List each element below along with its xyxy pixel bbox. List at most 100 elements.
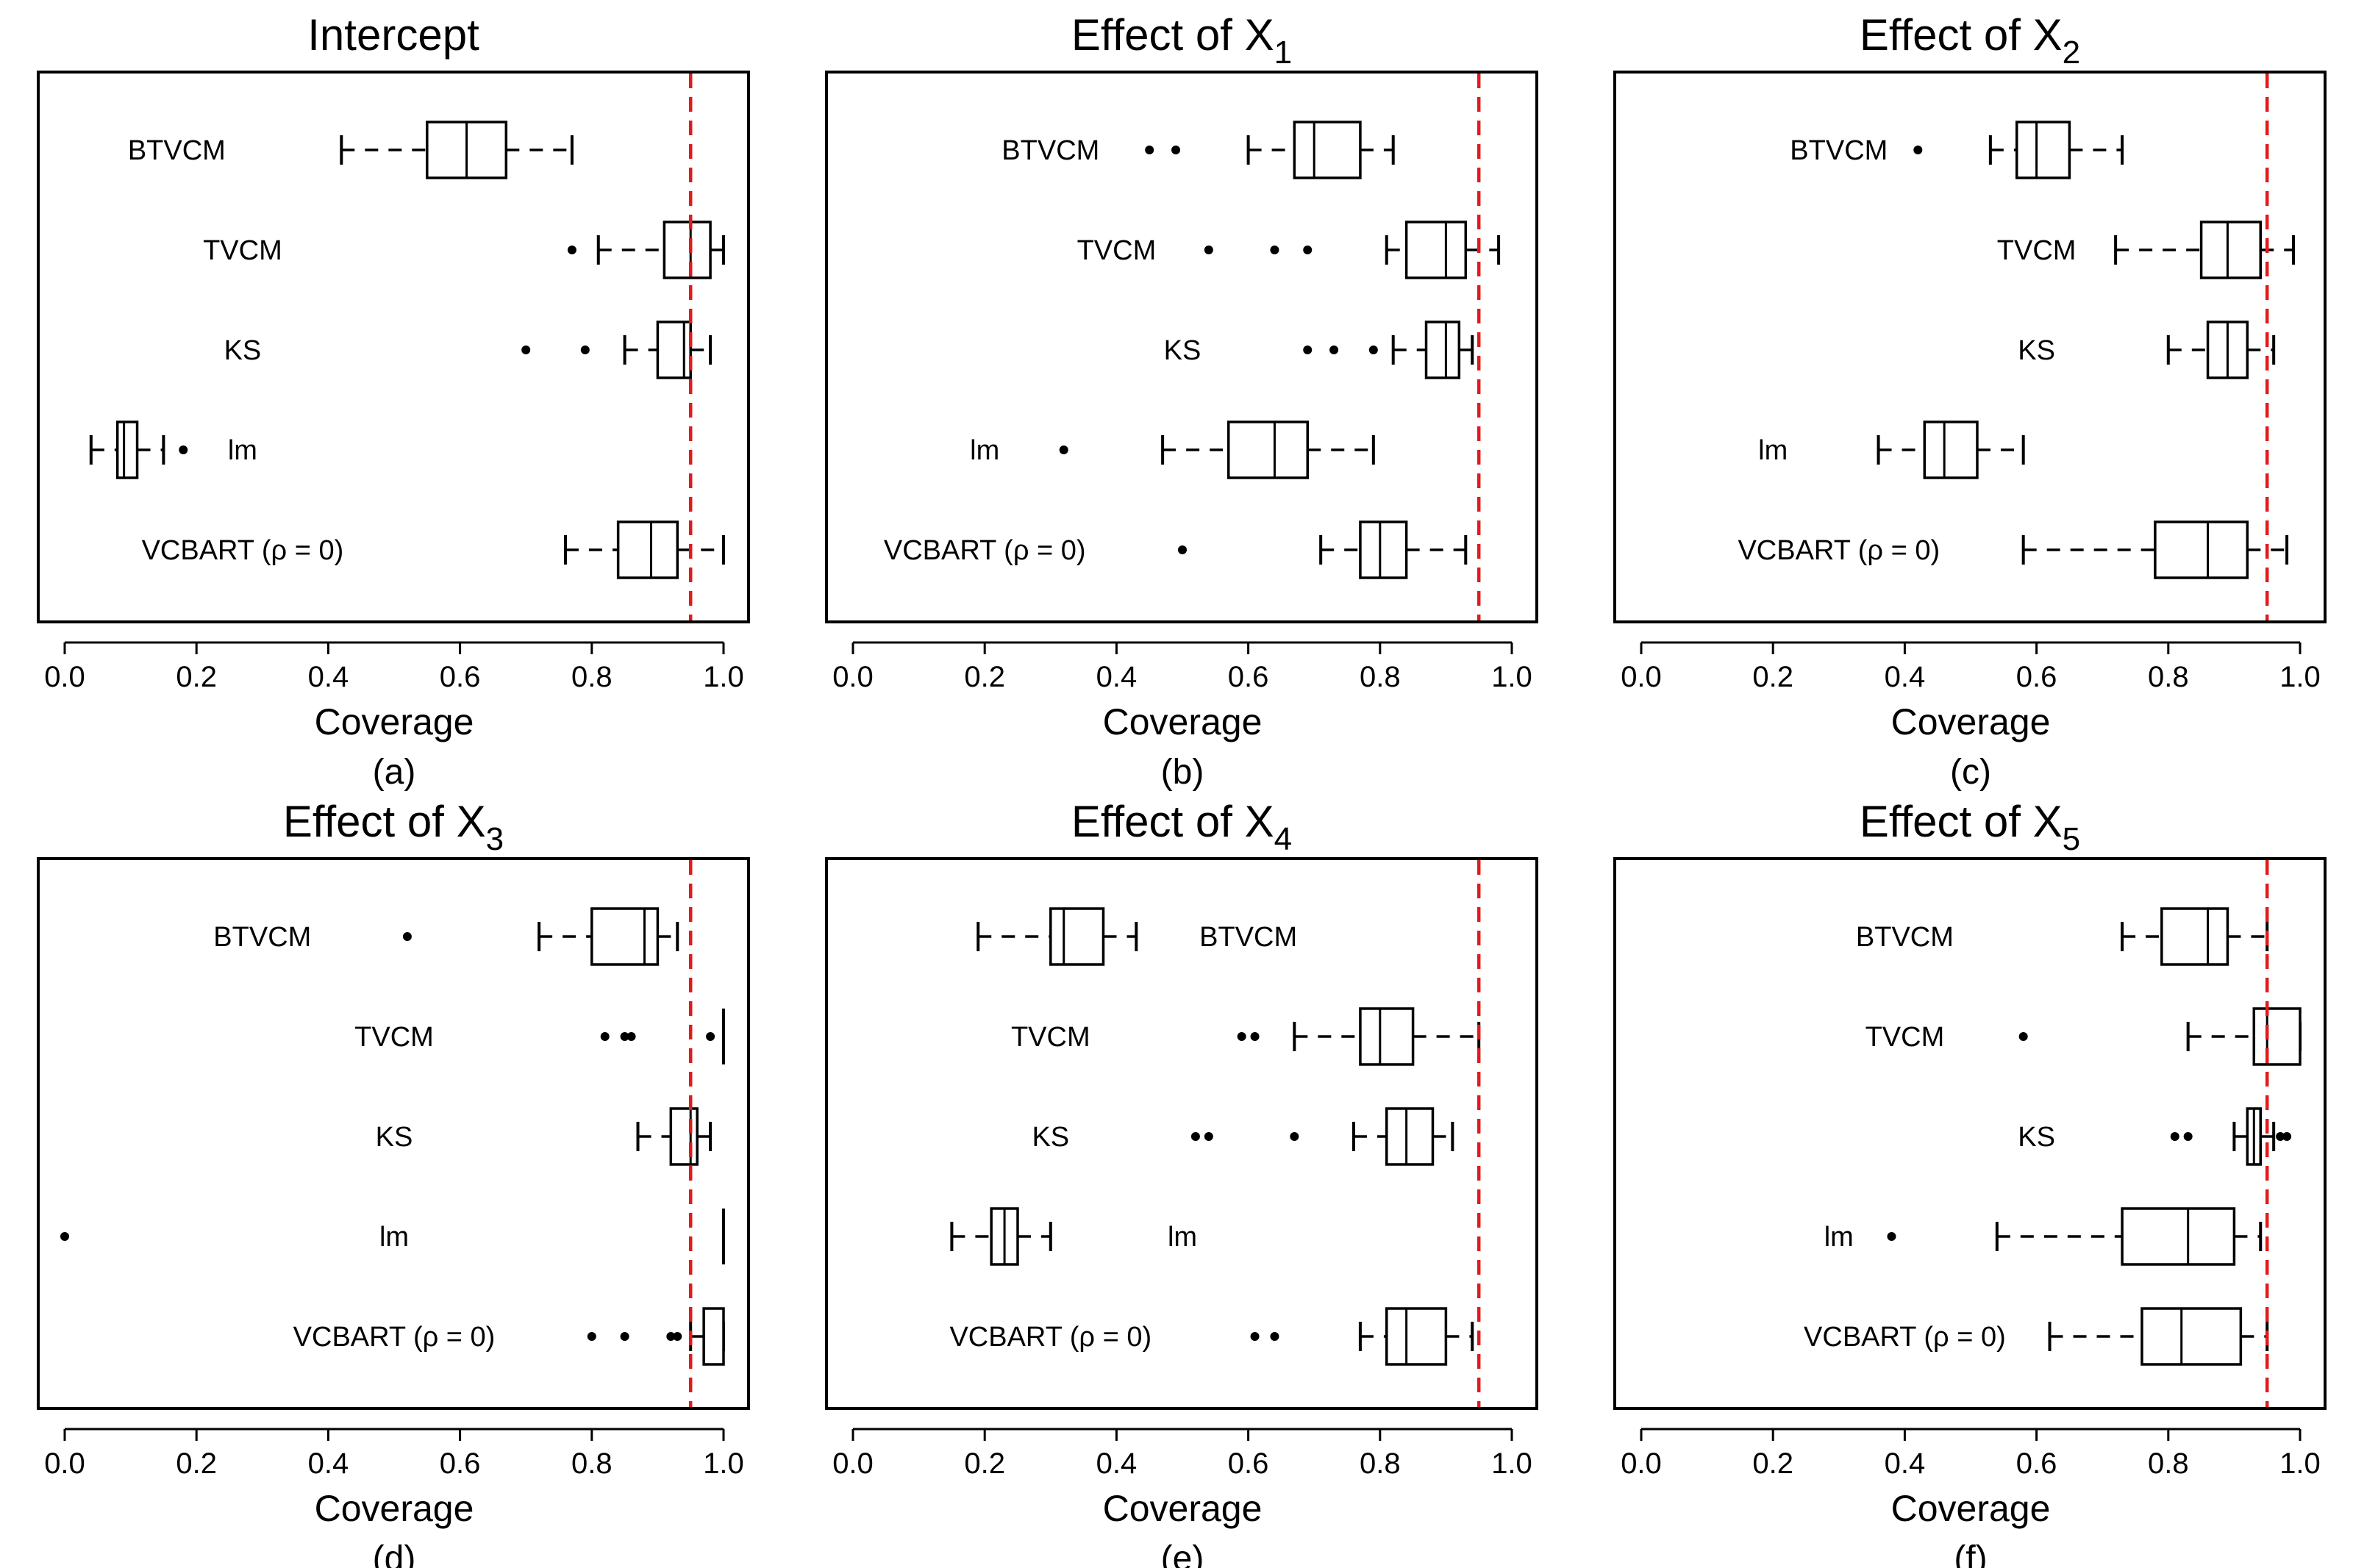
x-axis-label: Coverage — [1103, 1488, 1263, 1529]
panel-caption: (d) — [373, 1539, 416, 1568]
box-lm: lm — [950, 1207, 1197, 1266]
box-btvcm: BTVCM — [213, 907, 679, 966]
method-label: BTVCM — [128, 135, 226, 166]
plot-frame — [1613, 71, 2327, 623]
method-label: TVCM — [203, 235, 282, 266]
panel-title: Effect of X1 — [1071, 10, 1292, 71]
x-tick-label: 1.0 — [2279, 1447, 2321, 1480]
chart-panel-e: Effect of X4 0.0 0.2 0.4 0.6 0.8 1.0 Coverage (e… — [825, 797, 1538, 1568]
method-label: TVCM — [1077, 235, 1157, 266]
box-iqr — [2252, 1007, 2302, 1066]
panel-title: Effect of X5 — [1860, 797, 2080, 857]
outlier-point — [1059, 445, 1068, 454]
x-tick-label: 0.0 — [832, 1447, 874, 1480]
method-label: VCBART (ρ = 0) — [949, 1322, 1151, 1353]
box-iqr — [2199, 221, 2262, 279]
box-iqr — [1404, 221, 1468, 279]
panel-title: Effect of X4 — [1071, 797, 1292, 857]
box-ks: KS — [2018, 321, 2276, 379]
outlier-point — [521, 346, 531, 354]
box-btvcm: BTVCM — [1856, 907, 2269, 966]
outlier-point — [1190, 1132, 1200, 1141]
outlier-point — [1204, 1132, 1213, 1141]
box-lm: lm — [1824, 1207, 2263, 1266]
method-label: BTVCM — [1001, 135, 1099, 166]
x-tick-label: 0.6 — [2016, 1447, 2057, 1480]
x-tick-label: 0.6 — [440, 1447, 481, 1480]
plot-frame — [1613, 857, 2327, 1410]
method-label: VCBART (ρ = 0) — [293, 1322, 496, 1353]
x-tick-label: 0.0 — [44, 1447, 85, 1480]
chart-panel-f: Effect of X5 0.0 0.2 0.4 0.6 0.8 1.0 Coverage (f… — [1613, 797, 2327, 1568]
method-label: BTVCM — [1790, 135, 1888, 166]
panel-title: Intercept — [307, 10, 479, 60]
x-tick-label: 0.2 — [1752, 661, 1793, 693]
method-label: TVCM — [1011, 1022, 1090, 1053]
outlier-point — [2276, 1132, 2285, 1141]
outlier-point — [1178, 545, 1187, 554]
box-ks: KS — [2018, 1107, 2292, 1166]
outlier-point — [1270, 1332, 1279, 1341]
panel-title: Effect of X3 — [283, 797, 504, 857]
box-ks: KS — [1032, 1107, 1454, 1166]
box-iqr — [1227, 420, 1309, 479]
box-tvcm: TVCM — [1865, 1007, 2302, 1066]
outlier-point — [580, 346, 590, 354]
box-tvcm: TVCM — [1997, 221, 2296, 279]
box-btvcm: BTVCM — [1790, 121, 2124, 179]
method-label: lm — [1758, 435, 1788, 466]
method-label: VCBART (ρ = 0) — [1804, 1322, 2006, 1353]
box-iqr — [1359, 520, 1408, 579]
x-tick-label: 0.2 — [176, 661, 217, 693]
method-label: KS — [2018, 1122, 2055, 1153]
x-tick-label: 0.2 — [176, 1447, 217, 1480]
box-iqr — [1424, 321, 1461, 379]
panel-caption: (b) — [1161, 753, 1204, 792]
box-iqr — [1049, 907, 1105, 966]
plot-frame — [825, 857, 1538, 1410]
outlier-point — [1303, 346, 1313, 354]
box-tvcm: TVCM — [203, 221, 725, 279]
box-lm: lm — [60, 1209, 725, 1264]
box-btvcm: BTVCM — [976, 907, 1297, 966]
box-iqr — [2160, 907, 2229, 966]
x-tick-label: 1.0 — [2279, 661, 2321, 693]
method-label: VCBART (ρ = 0) — [1738, 535, 1940, 566]
plot-frame — [37, 857, 750, 1410]
box-iqr — [669, 1107, 699, 1166]
outlier-point — [706, 1032, 715, 1041]
x-tick-label: 0.8 — [1360, 661, 1401, 693]
outlier-point — [2170, 1132, 2179, 1141]
x-tick-label: 0.2 — [1752, 1447, 1793, 1480]
box-iqr — [1385, 1307, 1448, 1366]
outlier-point — [1250, 1332, 1260, 1341]
panel-caption: (c) — [1950, 753, 1991, 792]
x-tick-label: 0.8 — [2148, 1447, 2189, 1480]
x-tick-label: 0.4 — [1885, 661, 1926, 693]
outlier-point — [673, 1332, 682, 1341]
box-btvcm: BTVCM — [1001, 121, 1395, 179]
outlier-point — [2282, 1132, 2292, 1141]
chart-panel-b: Effect of X1 0.0 0.2 0.4 0.6 0.8 1.0 Coverage (b… — [825, 10, 1538, 792]
plot-frame — [825, 71, 1538, 623]
method-label: lm — [379, 1222, 409, 1253]
box-iqr — [656, 321, 692, 379]
x-tick-label: 0.8 — [2148, 661, 2189, 693]
box-lm: lm — [1758, 420, 2025, 479]
x-axis-label: Coverage — [1891, 1488, 2051, 1529]
box-btvcm: BTVCM — [128, 121, 574, 179]
x-tick-label: 0.6 — [1228, 1447, 1269, 1480]
outlier-point — [666, 1332, 676, 1341]
x-axis-label: Coverage — [315, 701, 474, 742]
box-iqr — [2154, 520, 2249, 579]
outlier-point — [1368, 346, 1378, 354]
x-tick-label: 0.6 — [2016, 661, 2057, 693]
method-label: KS — [224, 335, 262, 366]
outlier-point — [620, 1032, 629, 1041]
method-label: TVCM — [1865, 1022, 1945, 1053]
outlier-point — [1913, 146, 1923, 154]
outlier-point — [1329, 346, 1339, 354]
box-vcbart: VCBART (ρ = 0) — [884, 520, 1468, 579]
outlier-point — [1204, 246, 1213, 254]
